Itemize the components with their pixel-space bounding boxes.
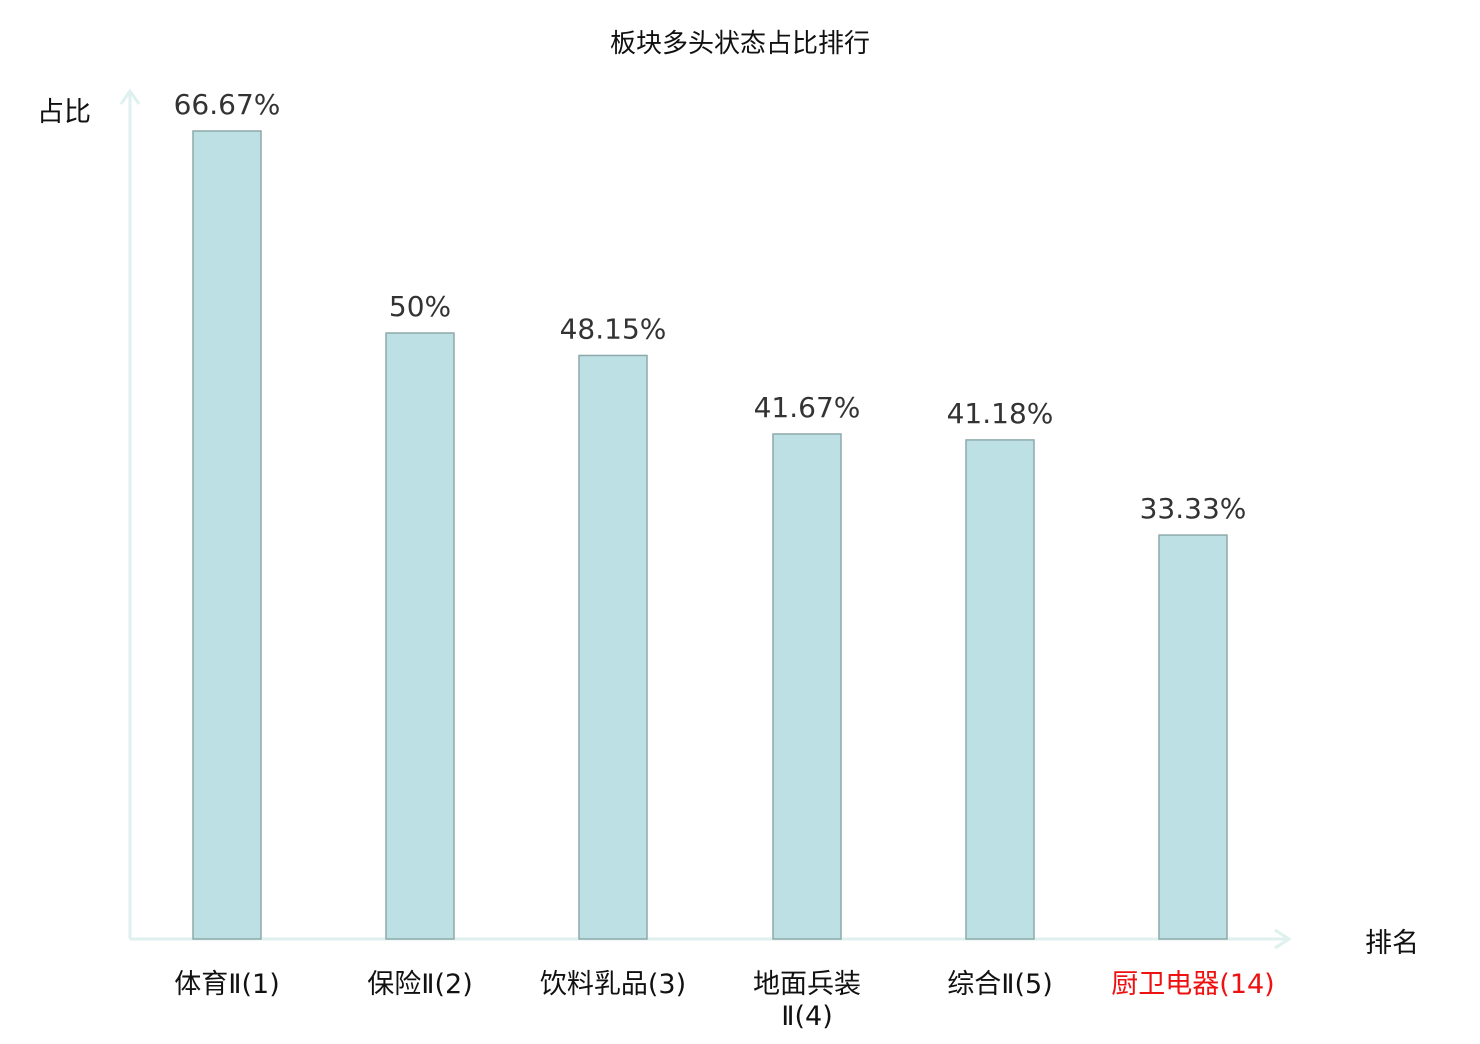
data-label: 41.67% [754, 391, 861, 424]
bar [1158, 534, 1228, 940]
bar [772, 433, 842, 940]
y-axis-label: 占比 [37, 97, 91, 128]
bar [578, 354, 648, 940]
x-tick-label: 地面兵装 [753, 969, 861, 1000]
x-tick-label: 体育Ⅱ(1) [174, 969, 280, 1000]
data-label: 48.15% [560, 312, 667, 345]
x-tick-label: 厨卫电器(14) [1111, 969, 1274, 1000]
data-label: 66.67% [174, 88, 281, 121]
x-tick-label: 保险Ⅱ(2) [367, 969, 473, 1000]
data-label: 33.33% [1140, 492, 1247, 525]
x-tick-label: 饮料乳品(3) [540, 969, 686, 1000]
x-axis-label: 排名 [1365, 928, 1419, 959]
data-label: 41.18% [947, 397, 1054, 430]
bar [385, 332, 455, 940]
x-tick-label: 综合Ⅱ(5) [947, 969, 1053, 1000]
chart-title: 板块多头状态占比排行 [610, 29, 870, 59]
x-axis-arrow-icon [1274, 928, 1292, 950]
bar [192, 130, 262, 940]
bar [965, 439, 1035, 940]
x-tick-label: Ⅱ(4) [781, 1001, 833, 1032]
y-axis-arrow-icon [119, 88, 141, 105]
data-label: 50% [389, 290, 451, 323]
